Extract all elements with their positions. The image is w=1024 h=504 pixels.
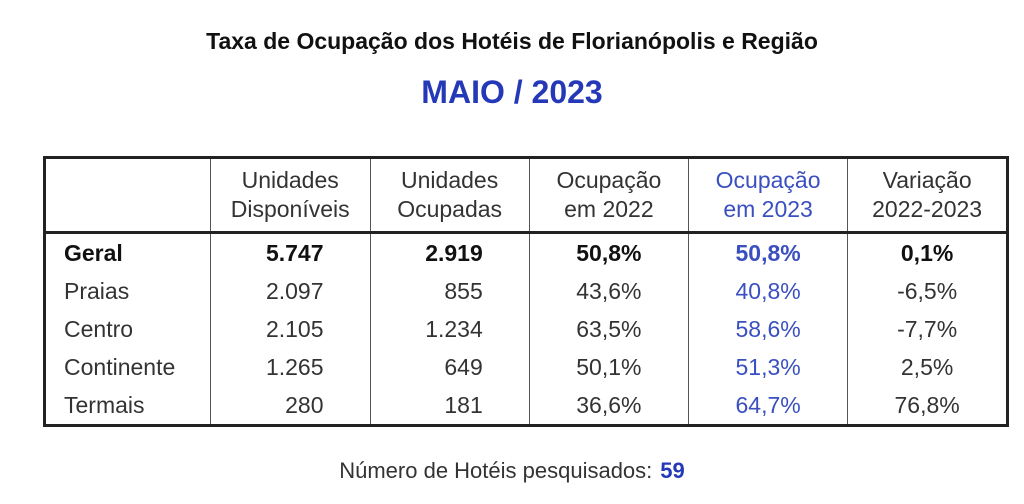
cell-unidades-disponiveis: 280	[209, 386, 371, 426]
header-line: 2022-2023	[872, 196, 983, 222]
table-row: Continente 1.265 649 50,1% 51,3% 2,5%	[44, 348, 1008, 386]
cell-ocupacao-2023: 58,6%	[687, 310, 849, 348]
header-line: Ocupação	[715, 167, 821, 193]
header-cell-ocupacao-2023: Ocupação em 2023	[687, 157, 849, 234]
header-line: Ocupação	[556, 167, 662, 193]
occupancy-table: Unidades Disponíveis Unidades Ocupadas O…	[43, 156, 1009, 427]
cell-unidades-ocupadas: 649	[369, 348, 530, 386]
cell-variacao: 76,8%	[847, 386, 1008, 426]
cell-variacao: -7,7%	[847, 310, 1008, 348]
header-cell-unidades-ocupadas: Unidades Ocupadas	[369, 157, 530, 234]
hotels-surveyed-count: 59	[660, 458, 685, 483]
cell-unidades-ocupadas: 181	[369, 386, 530, 426]
cell-unidades-disponiveis: 2.105	[209, 310, 371, 348]
table-header-row: Unidades Disponíveis Unidades Ocupadas O…	[44, 157, 1008, 234]
cell-unidades-disponiveis: 5.747	[209, 232, 371, 272]
cell-variacao: 2,5%	[847, 348, 1008, 386]
row-label: Geral	[44, 232, 211, 272]
cell-ocupacao-2022: 50,8%	[528, 232, 689, 272]
row-label: Continente	[44, 348, 211, 386]
row-label: Praias	[44, 272, 211, 310]
cell-ocupacao-2022: 50,1%	[528, 348, 689, 386]
table-row: Praias 2.097 855 43,6% 40,8% -6,5%	[44, 272, 1008, 310]
cell-unidades-ocupadas: 1.234	[369, 310, 530, 348]
header-cell-unidades-disponiveis: Unidades Disponíveis	[209, 157, 371, 234]
cell-ocupacao-2023: 50,8%	[687, 232, 849, 272]
table-row: Termais 280 181 36,6% 64,7% 76,8%	[44, 386, 1008, 426]
row-label: Termais	[44, 386, 211, 426]
header-cell-variacao: Variação 2022-2023	[847, 157, 1008, 234]
report-title: Taxa de Ocupação dos Hotéis de Florianóp…	[206, 28, 818, 54]
cell-unidades-disponiveis: 2.097	[209, 272, 371, 310]
cell-unidades-ocupadas: 2.919	[369, 232, 530, 272]
report-period: MAIO / 2023	[421, 74, 603, 110]
hotels-surveyed: Número de Hotéis pesquisados: 59	[0, 458, 1024, 484]
cell-ocupacao-2023: 40,8%	[687, 272, 849, 310]
header-cell-region	[44, 157, 211, 234]
cell-variacao: 0,1%	[847, 232, 1008, 272]
cell-ocupacao-2022: 63,5%	[528, 310, 689, 348]
table-row: Centro 2.105 1.234 63,5% 58,6% -7,7%	[44, 310, 1008, 348]
cell-ocupacao-2022: 43,6%	[528, 272, 689, 310]
cell-unidades-ocupadas: 855	[369, 272, 530, 310]
cell-variacao: -6,5%	[847, 272, 1008, 310]
table-row: Geral 5.747 2.919 50,8% 50,8% 0,1%	[44, 232, 1008, 272]
cell-unidades-disponiveis: 1.265	[209, 348, 371, 386]
header-line: em 2022	[564, 196, 654, 222]
header-line: Variação	[882, 167, 972, 193]
header-line: Disponíveis	[230, 196, 350, 222]
header-line: Unidades	[401, 167, 499, 193]
header-line: Ocupadas	[397, 196, 503, 222]
cell-ocupacao-2023: 64,7%	[687, 386, 849, 426]
header-cell-ocupacao-2022: Ocupação em 2022	[528, 157, 689, 234]
hotels-surveyed-label: Número de Hotéis pesquisados:	[339, 458, 653, 483]
header-line: Unidades	[241, 167, 339, 193]
row-label: Centro	[44, 310, 211, 348]
cell-ocupacao-2023: 51,3%	[687, 348, 849, 386]
header-line: em 2023	[723, 196, 813, 222]
table-body: Geral 5.747 2.919 50,8% 50,8% 0,1% Praia…	[44, 232, 1008, 426]
cell-ocupacao-2022: 36,6%	[528, 386, 689, 426]
